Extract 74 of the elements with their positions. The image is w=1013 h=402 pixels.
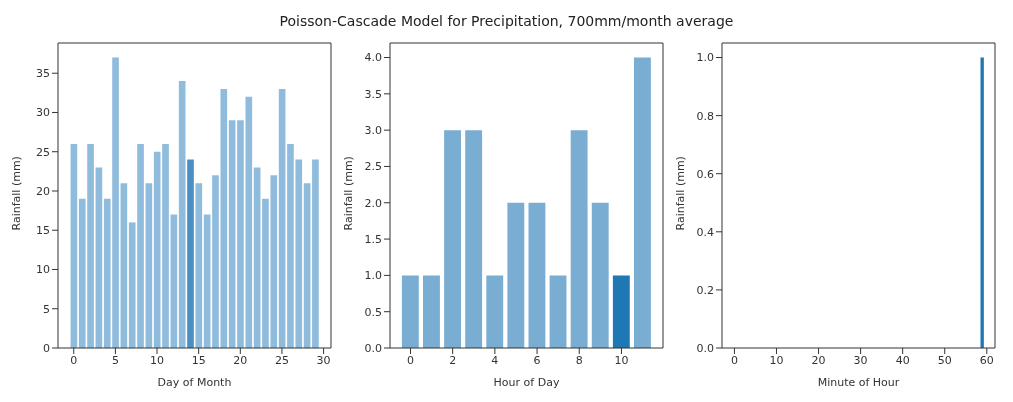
bar [70,143,78,348]
bar [303,183,311,348]
x-tick-label: 6 [533,353,541,367]
bar [549,275,567,348]
bar [178,81,186,348]
bar [570,130,588,348]
x-tick-label: 30 [853,353,868,367]
bar [633,57,651,348]
y-tick-label: 0.5 [364,305,382,319]
bar [465,130,483,348]
x-tick-label: 15 [191,353,206,367]
y-tick-label: 35 [36,67,50,81]
x-axis-title: Minute of Hour [817,376,900,389]
bar [507,202,525,348]
bar [423,275,440,348]
y-tick-label: 2.5 [364,160,382,174]
y-tick-label: 30 [36,106,50,120]
bar [228,120,236,348]
x-tick-label: 60 [979,353,994,367]
x-tick-label: 8 [575,353,583,367]
chart-title: Poisson-Cascade Model for Precipitation, 700mm/month average [278,12,735,31]
x-axis-title: Day of Month [157,376,232,389]
y-tick-label: 0.8 [696,109,714,123]
y-tick-label: 1.0 [696,51,714,65]
y-tick-label: 1.5 [364,232,382,246]
y-tick-label: 5 [43,302,50,316]
y-tick-label: 0.6 [696,167,714,181]
bar [145,183,153,348]
y-tick-label: 4.0 [364,51,382,65]
bar [444,130,461,348]
y-tick-label: 0 [43,341,50,355]
y-tick-label: 20 [36,184,50,198]
x-tick-label: 20 [811,353,826,367]
y-tick-label: 1.0 [364,269,382,283]
bar [591,202,609,348]
y-tick-label: 25 [36,145,50,159]
x-tick-label: 50 [937,353,952,367]
y-tick-label: 10 [36,263,50,277]
x-tick-label: 10 [150,353,165,367]
bar [528,202,546,348]
y-axis-title: Rainfall (mm) [9,156,23,231]
x-tick-label: 5 [111,353,119,367]
x-tick-label: 0 [70,353,78,367]
bar [187,159,194,348]
bar [278,88,286,348]
bar [612,275,630,348]
x-tick-label: 0 [406,353,414,367]
x-tick-label: 40 [895,353,910,367]
bar [195,183,203,348]
y-tick-label: 0.4 [696,225,714,239]
y-tick-label: 3.0 [364,124,382,138]
x-tick-label: 10 [614,353,629,367]
y-tick-label: 15 [36,224,50,238]
x-axis-title: Hour of Day [493,376,560,389]
x-tick-label: 4 [491,353,499,367]
x-tick-label: 25 [274,353,289,367]
y-axis-title: Rainfall (mm) [341,156,355,231]
bar [120,183,128,348]
bar [401,275,419,348]
x-tick-label: 30 [316,353,331,367]
y-tick-label: 0.0 [696,341,714,355]
x-tick-label: 20 [233,353,248,367]
y-tick-label: 0.0 [364,341,382,355]
bar [253,167,261,348]
bar [312,159,319,348]
x-tick-label: 10 [769,353,784,367]
y-tick-label: 0.2 [696,283,714,297]
y-tick-label: 3.5 [364,87,382,101]
y-tick-label: 2.0 [364,196,382,210]
bar [95,167,103,348]
x-tick-label: 0 [730,353,738,367]
y-axis-title: Rainfall (mm) [673,156,687,231]
x-tick-label: 2 [449,353,457,367]
bar [486,275,504,348]
